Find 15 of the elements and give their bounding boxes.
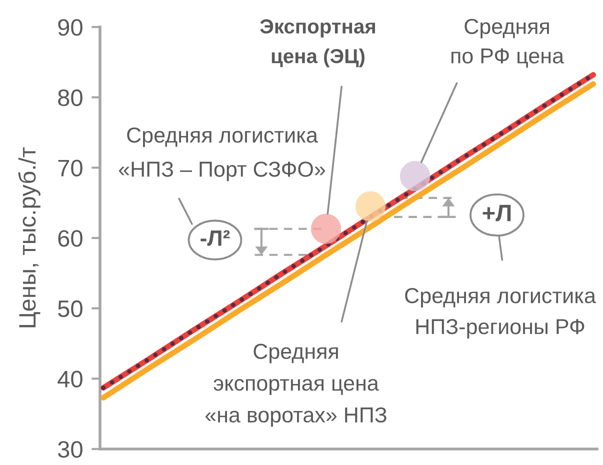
y-tick-label: 30 — [58, 441, 82, 458]
annotation: Экспортная цена (ЭЦ) — [260, 19, 375, 68]
y-tick-label: 40 — [58, 370, 82, 388]
annotation: +Л — [482, 204, 511, 222]
y-tick-label: 60 — [58, 230, 82, 247]
annotation: Средняя по РФ цена — [451, 18, 564, 68]
y-tick-label: 90 — [58, 19, 82, 36]
y-tick-label: 50 — [58, 300, 82, 318]
annotation: Средняя логистика «НПЗ – Порт СЗФО» — [118, 127, 326, 182]
annotation: -Л² — [200, 230, 230, 246]
y-tick-label: 80 — [58, 89, 82, 106]
y-axis-title: Цены, тыс.руб./т — [18, 147, 40, 328]
annotation: Средняя экспортная цена «на воротах» НПЗ — [205, 344, 386, 427]
y-tick-label: 70 — [58, 160, 82, 176]
annotation: Средняя логистика НПЗ-регионы РФ — [405, 288, 596, 339]
